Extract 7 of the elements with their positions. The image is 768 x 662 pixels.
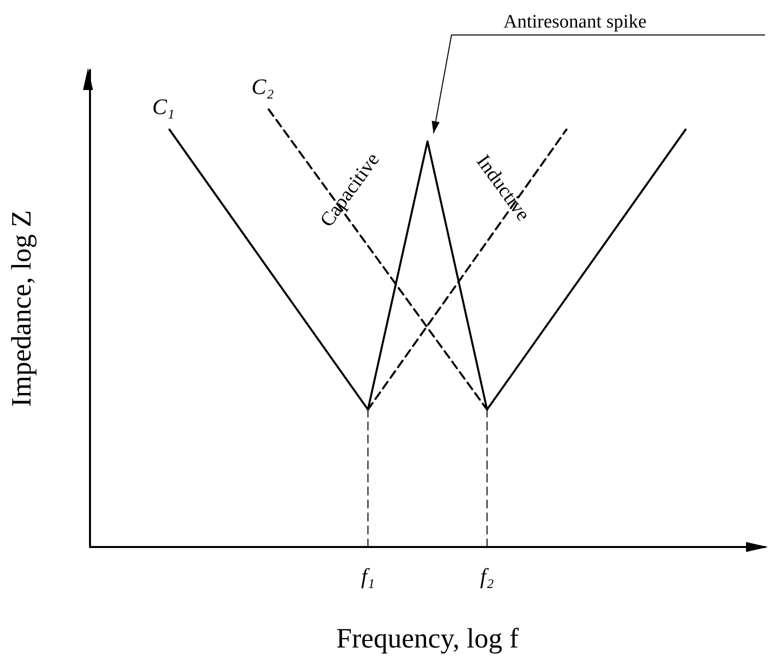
- series-label: C₁: [152, 94, 175, 120]
- x-axis-title: Frequency, log f: [336, 624, 520, 654]
- series-label: C₂: [252, 74, 274, 99]
- text: Antiresonant spike: [503, 12, 647, 32]
- y-axis-title: Impedance, log Z: [6, 210, 38, 407]
- x-tick-label: f₁: [361, 564, 375, 588]
- x-tick-label: f₂: [480, 564, 494, 588]
